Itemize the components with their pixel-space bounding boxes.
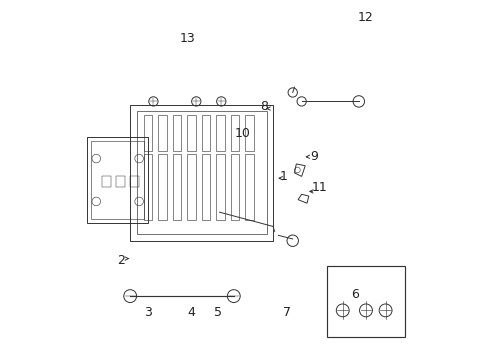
Bar bbox=[216, 115, 224, 151]
Bar bbox=[116, 176, 124, 187]
Bar bbox=[130, 176, 139, 187]
Bar bbox=[216, 154, 224, 220]
Bar bbox=[230, 115, 239, 151]
Text: 3: 3 bbox=[144, 306, 152, 319]
Bar bbox=[326, 266, 405, 337]
Bar bbox=[244, 154, 253, 220]
Text: 4: 4 bbox=[186, 306, 194, 319]
Text: 8: 8 bbox=[260, 100, 267, 113]
Bar bbox=[172, 154, 181, 220]
Bar bbox=[187, 115, 196, 151]
Bar bbox=[172, 115, 181, 151]
Bar bbox=[230, 154, 239, 220]
Bar bbox=[201, 115, 210, 151]
Bar bbox=[201, 154, 210, 220]
Text: 9: 9 bbox=[309, 150, 318, 163]
Bar bbox=[158, 154, 166, 220]
Bar bbox=[143, 115, 152, 151]
Text: 7: 7 bbox=[283, 306, 291, 319]
Bar bbox=[187, 154, 196, 220]
Text: 13: 13 bbox=[179, 32, 195, 45]
Text: 1: 1 bbox=[279, 170, 287, 183]
Text: 6: 6 bbox=[350, 288, 359, 301]
Text: 10: 10 bbox=[234, 127, 250, 140]
Text: 5: 5 bbox=[213, 306, 221, 319]
Text: 12: 12 bbox=[357, 11, 372, 24]
Bar bbox=[244, 115, 253, 151]
Bar bbox=[143, 154, 152, 220]
Bar bbox=[102, 176, 110, 187]
Bar bbox=[158, 115, 166, 151]
Text: 2: 2 bbox=[117, 254, 125, 267]
Text: 11: 11 bbox=[311, 181, 327, 194]
